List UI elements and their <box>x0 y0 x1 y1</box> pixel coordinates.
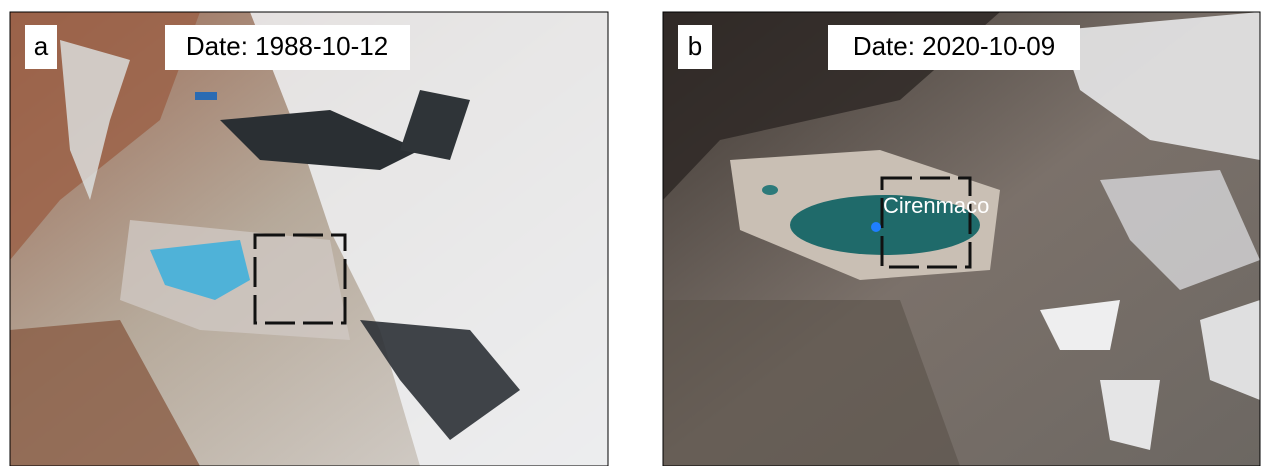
panel-label: a <box>34 31 49 61</box>
label-box <box>25 25 57 69</box>
study-area-box <box>880 176 972 269</box>
label-box <box>678 25 712 69</box>
satellite-image-a <box>10 12 608 466</box>
lake-point <box>871 222 881 232</box>
date-box <box>165 25 410 70</box>
study-area-box <box>253 233 347 325</box>
satellite-image-b <box>663 12 1260 466</box>
panel-label: b <box>688 31 702 61</box>
date-label: Date: 2020-10-09 <box>853 31 1055 61</box>
date-label: Date: 1988-10-12 <box>186 31 388 61</box>
lake-name: Cirenmaco <box>883 193 989 218</box>
date-box <box>828 25 1080 70</box>
